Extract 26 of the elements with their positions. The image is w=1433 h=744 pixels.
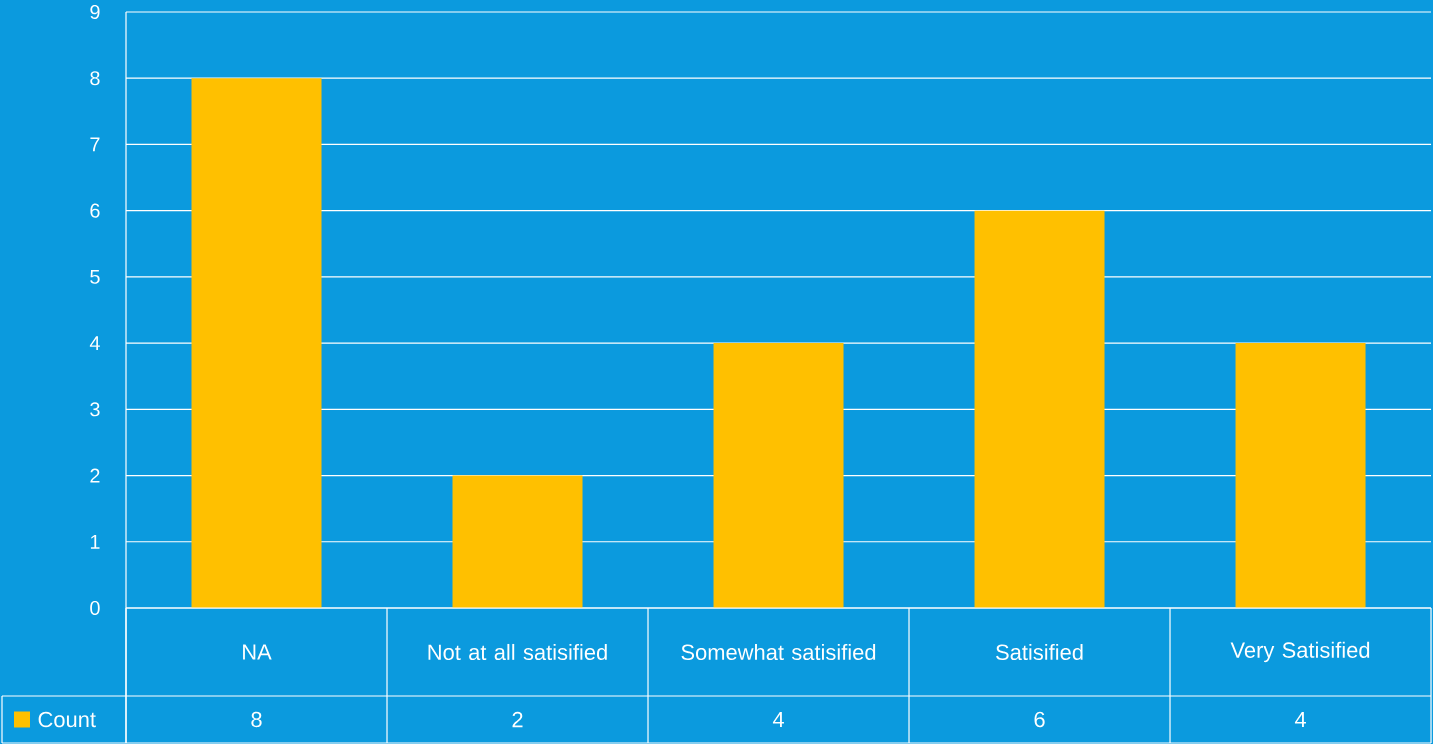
y-tick-label: 3 (90, 402, 100, 417)
bar (713, 343, 844, 608)
data-label: 4 (772, 711, 784, 728)
y-tick-label: 2 (90, 468, 100, 483)
x-tick-label: Satisified (996, 643, 1083, 661)
x-tick-label: Very Satisified (1230, 641, 1370, 663)
legend-label: Count (38, 711, 96, 728)
data-label: 4 (1294, 711, 1306, 728)
bar (974, 210, 1105, 608)
bar (191, 78, 322, 608)
bar (452, 475, 583, 608)
y-tick-label: 0 (90, 600, 100, 616)
x-tick-label: Not at all satisified (428, 643, 607, 661)
y-tick-label: 5 (90, 269, 100, 284)
y-tick-label: 6 (90, 203, 100, 218)
x-tick-label: NA (243, 644, 272, 660)
y-tick-label: 9 (90, 4, 100, 20)
data-label: 6 (1034, 711, 1045, 728)
y-tick-label: 7 (90, 137, 100, 152)
x-tick-label: Somewhat satisified (681, 643, 876, 661)
data-label: 8 (251, 711, 262, 728)
data-label: 2 (512, 711, 523, 728)
y-tick-label: 4 (89, 336, 100, 350)
y-tick-label: 1 (90, 534, 100, 549)
y-tick-label: 8 (90, 71, 100, 86)
bar (1235, 343, 1366, 608)
